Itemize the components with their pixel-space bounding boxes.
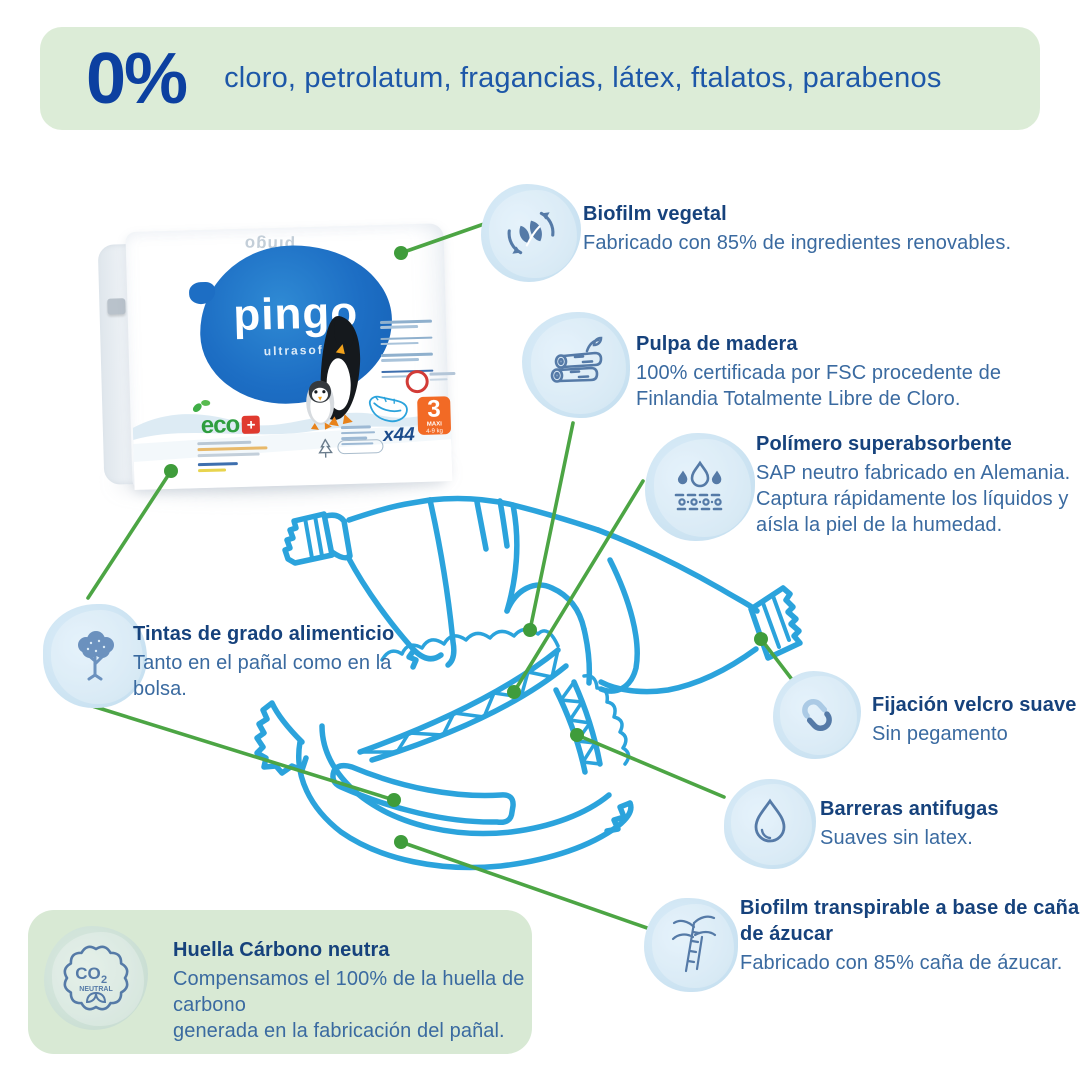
eco-plus-logo: eco + [191, 399, 261, 440]
callout-title: Tintas de grado alimenticio [133, 623, 395, 645]
callout-title: Fijación velcro suave [872, 694, 1077, 716]
callout-biofilm-vegetal-blob [481, 184, 581, 282]
callout-cana: Biofilm transpirable a base de caña de á… [740, 895, 1080, 976]
callout-body: Fabricado con 85% caña de ázucar. [740, 952, 1063, 974]
callout-title: Huella Cárbono neutra [173, 939, 390, 961]
leaf-recycle-icon [507, 211, 555, 255]
co2-badge-sub: 2 [101, 974, 107, 986]
callout-body: Suaves sin latex. [820, 827, 973, 849]
banner-claims-text: cloro, petrolatum, fragancias, látex, ft… [224, 62, 942, 94]
diaper-count: x44 [382, 424, 416, 447]
callout-body: SAP neutro fabricado en Alemania. Captur… [756, 462, 1071, 536]
velcro-hooks-icon [802, 698, 832, 732]
package-clip [107, 298, 126, 315]
callout-title: Biofilm vegetal [583, 203, 727, 225]
callout-body: Fabricado con 85% de ingredientes renova… [583, 232, 1012, 254]
carbon-neutral-card: CO 2 NEUTRAL Huella Cárbono neutra Compe… [28, 910, 532, 1054]
zero-percent-banner: 0% cloro, petrolatum, fragancias, látex,… [40, 27, 1040, 130]
callout-pulpa: Pulpa de madera 100% certificada por FSC… [636, 331, 1036, 412]
co2-badge-label: NEUTRAL [79, 986, 113, 993]
callout-body: Compensamos el 100% de la huella de carb… [173, 968, 525, 1042]
callout-pulpa-blob [522, 312, 630, 418]
size-number: 3 [426, 395, 441, 423]
mini-diaper-sketch [368, 395, 408, 423]
size-weight: 4-9 kg [426, 428, 443, 435]
water-drop-icon [754, 798, 786, 843]
callout-tintas: Tintas de grado alimenticio Tanto en el … [133, 621, 433, 702]
absorbent-layers-icon [674, 460, 726, 511]
package-descriptor-lines [340, 425, 376, 448]
tree-icon [78, 631, 114, 681]
callout-carbon: Huella Cárbono neutra Compensamos el 100… [173, 937, 603, 1044]
callout-title: Biofilm transpirable a base de caña de á… [740, 897, 1080, 945]
wood-logs-icon [550, 336, 603, 383]
callout-velcro: Fijación velcro suave Sin pegamento [872, 692, 1080, 747]
sugar-cane-icon [671, 915, 717, 973]
co2-badge-main: CO [75, 964, 101, 983]
banner-percent: 0% [86, 38, 188, 119]
callout-title: Pulpa de madera [636, 333, 798, 355]
co2-neutral-icon: CO 2 NEUTRAL [63, 945, 129, 1011]
callout-biofilm-vegetal: Biofilm vegetal Fabricado con 85% de ing… [583, 201, 1053, 256]
carbon-blob: CO 2 NEUTRAL [44, 926, 148, 1030]
callout-polimero-blob [645, 433, 755, 541]
eco-label: eco [200, 411, 240, 440]
callout-velcro-blob [773, 671, 861, 759]
eco-plus-icon: + [241, 415, 261, 434]
penguin-illustration [306, 315, 361, 430]
fsc-tree-icon [318, 438, 333, 458]
size-box: 3 MAXI 4-9 kg [417, 395, 452, 436]
product-package: pingo pingo ultrasoft [91, 219, 460, 501]
certification-labels [197, 439, 308, 475]
callout-barreras: Barreras antifugas Suaves sin latex. [820, 796, 1060, 851]
swiss-badge-text-lines [429, 371, 456, 381]
callout-cana-blob [644, 898, 738, 992]
callout-barreras-blob [724, 779, 816, 869]
package-front: pingo pingo ultrasoft [125, 223, 456, 491]
callout-body: Tanto en el pañal como en la bolsa. [133, 652, 392, 700]
callout-body: 100% certificada por FSC procedente de F… [636, 362, 1002, 410]
callout-title: Barreras antifugas [820, 798, 999, 820]
callout-polimero: Polímero superabsorbente SAP neutro fabr… [756, 431, 1080, 538]
callout-body: Sin pegamento [872, 723, 1008, 745]
callout-tintas-blob [43, 604, 147, 708]
callout-title: Polímero superabsorbente [756, 433, 1012, 455]
